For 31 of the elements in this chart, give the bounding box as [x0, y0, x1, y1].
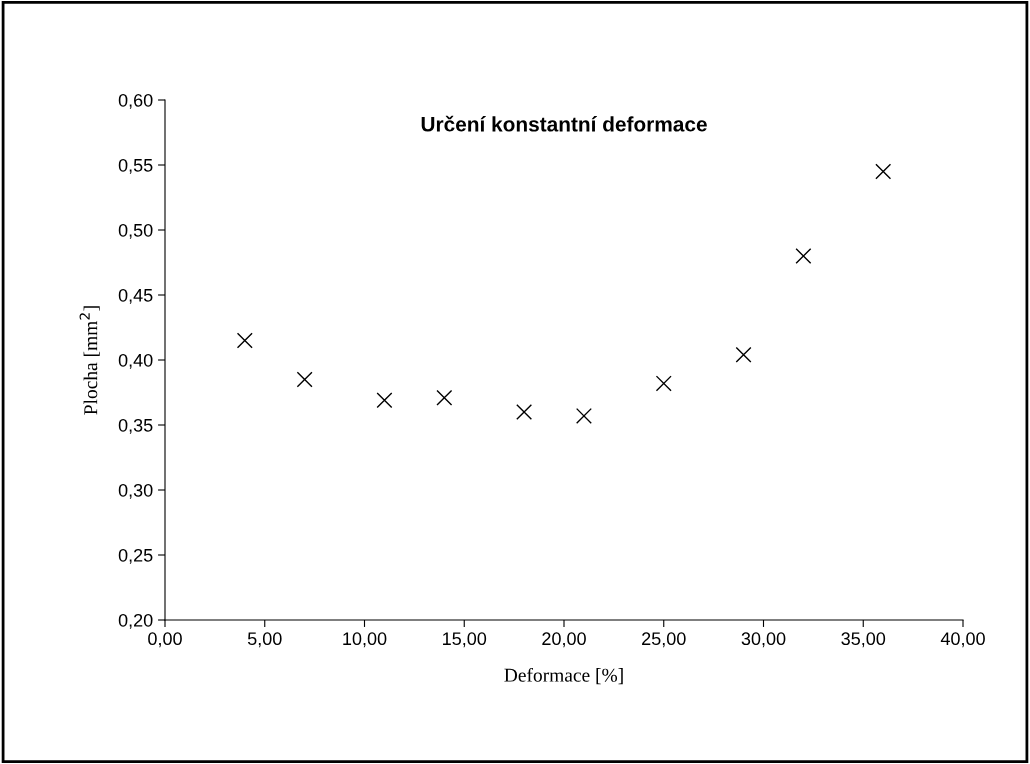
y-tick-label: 0,50 — [118, 223, 153, 239]
y-tick-label: 0,40 — [118, 353, 153, 369]
point — [376, 392, 393, 409]
y-tick-label: 0,25 — [118, 548, 153, 564]
point — [655, 375, 672, 392]
x-tick-label: 10,00 — [343, 632, 387, 648]
point — [575, 407, 592, 424]
y-tick-label: 0,35 — [118, 418, 153, 434]
y-tick-label: 0,30 — [118, 483, 153, 499]
x-tick-label: 35,00 — [841, 632, 886, 648]
y-tick-label: 0,55 — [118, 158, 153, 174]
point — [795, 248, 812, 264]
x-tick-label: 0,00 — [148, 632, 182, 648]
text: Určení konstantní deformace — [421, 115, 707, 132]
x-tick-label: 40,00 — [940, 632, 985, 648]
point — [516, 404, 533, 420]
x-tick-label: 5,00 — [247, 632, 282, 648]
point — [735, 346, 752, 363]
x-tick-label: 25,00 — [642, 632, 686, 648]
x-tick-label: 15,00 — [443, 632, 487, 648]
y-tick-label: 0,20 — [118, 613, 153, 629]
y-tick-label: 0,45 — [118, 288, 153, 304]
point — [296, 371, 313, 388]
y-tick-label: 0,60 — [118, 93, 153, 109]
point — [875, 163, 892, 180]
point — [236, 332, 253, 349]
point — [436, 389, 453, 406]
x-tick-label: 20,00 — [542, 632, 586, 648]
x-tick-label: 30,00 — [741, 632, 786, 648]
x-axis-title: Deformace [%] — [504, 667, 623, 685]
y-axis-title: Plocha [mm$^{2}$] — [79, 306, 100, 415]
